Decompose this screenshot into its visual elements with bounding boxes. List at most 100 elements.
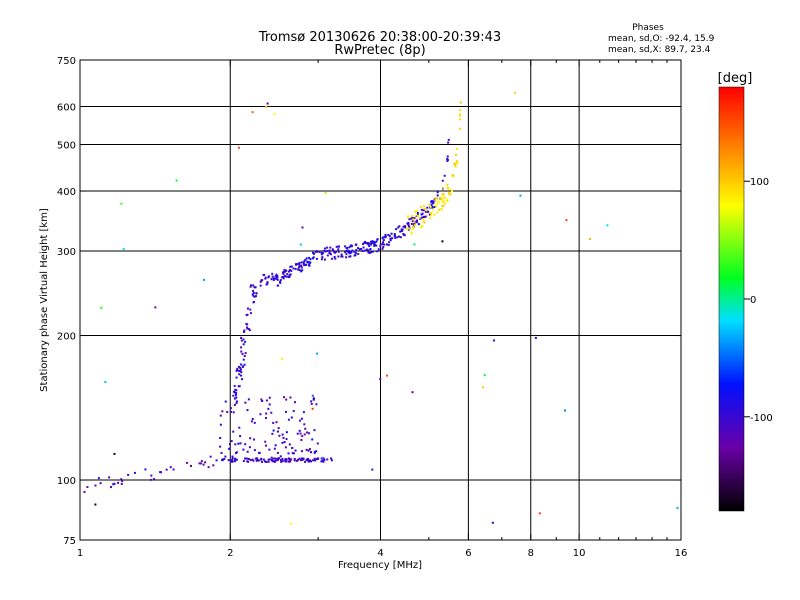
- data-point: [371, 241, 374, 244]
- data-point: [238, 373, 241, 376]
- noise-point: [588, 237, 591, 240]
- data-point: [321, 252, 324, 255]
- data-point: [289, 273, 292, 276]
- data-point: [202, 463, 205, 466]
- data-point: [144, 468, 147, 471]
- data-point: [260, 457, 263, 460]
- data-point: [165, 468, 168, 471]
- data-point: [273, 277, 276, 280]
- data-point: [397, 226, 400, 229]
- data-point: [246, 307, 249, 310]
- data-point: [360, 248, 363, 251]
- data-point: [399, 236, 402, 239]
- data-point: [448, 192, 451, 195]
- data-point: [285, 275, 288, 278]
- noise-point: [266, 102, 269, 105]
- data-point: [246, 409, 249, 412]
- data-point: [384, 236, 387, 239]
- data-point: [278, 434, 281, 437]
- data-point: [407, 216, 410, 219]
- data-point: [277, 457, 280, 460]
- data-point: [337, 250, 340, 253]
- data-point: [383, 243, 386, 246]
- data-point: [414, 223, 417, 226]
- data-point: [293, 401, 296, 404]
- data-point: [264, 440, 267, 443]
- data-point: [398, 235, 401, 238]
- data-point: [353, 254, 356, 257]
- data-point: [406, 222, 409, 225]
- data-point: [207, 466, 210, 469]
- data-point: [268, 448, 271, 451]
- data-point: [303, 423, 306, 426]
- data-point: [235, 389, 238, 392]
- data-point: [303, 260, 306, 263]
- data-point: [302, 261, 305, 264]
- data-point: [326, 249, 329, 252]
- data-point: [365, 248, 368, 251]
- data-point: [455, 160, 458, 163]
- data-point: [301, 458, 304, 461]
- data-point: [235, 400, 238, 403]
- data-point: [355, 249, 358, 252]
- data-point: [345, 249, 348, 252]
- data-point: [113, 482, 116, 485]
- data-point: [272, 460, 275, 463]
- data-point: [239, 370, 242, 373]
- data-point: [345, 256, 348, 259]
- data-point: [310, 451, 313, 454]
- data-point: [362, 246, 365, 249]
- data-point: [283, 396, 286, 399]
- data-point: [275, 274, 278, 277]
- data-point: [234, 443, 237, 446]
- data-point: [236, 367, 239, 370]
- data-point: [215, 459, 218, 462]
- data-point: [283, 441, 286, 444]
- data-point: [302, 411, 305, 414]
- data-point: [315, 403, 318, 406]
- data-point: [373, 242, 376, 245]
- data-point: [411, 216, 414, 219]
- data-point: [259, 284, 262, 287]
- data-point: [249, 285, 252, 288]
- data-point: [253, 421, 256, 424]
- noise-point: [482, 386, 485, 389]
- data-point: [290, 269, 293, 272]
- noise-point: [371, 468, 374, 471]
- data-point: [407, 228, 410, 231]
- data-point: [219, 414, 222, 417]
- data-point: [246, 313, 249, 316]
- data-point: [305, 459, 308, 462]
- data-point: [442, 186, 445, 189]
- data-point: [244, 401, 247, 404]
- data-point: [240, 350, 243, 353]
- data-point: [357, 252, 360, 255]
- data-point: [349, 252, 352, 255]
- data-point: [441, 205, 444, 208]
- data-point: [414, 214, 417, 217]
- data-point: [160, 471, 163, 474]
- data-point: [326, 458, 329, 461]
- data-point: [454, 165, 457, 168]
- data-point: [237, 385, 240, 388]
- data-point: [267, 407, 270, 410]
- data-point: [415, 221, 418, 224]
- data-point: [282, 436, 285, 439]
- data-point: [286, 273, 289, 276]
- data-point: [420, 224, 423, 227]
- data-point: [255, 457, 258, 460]
- data-point: [340, 253, 343, 256]
- grid-lines: [80, 60, 681, 540]
- data-point: [287, 275, 290, 278]
- data-point: [235, 396, 238, 399]
- data-point: [438, 200, 441, 203]
- noise-point: [513, 91, 516, 94]
- data-point: [302, 457, 305, 460]
- data-point: [252, 294, 255, 297]
- data-point: [381, 241, 384, 244]
- data-point: [94, 484, 97, 487]
- data-point: [265, 461, 268, 464]
- data-point: [272, 429, 275, 432]
- noise-point: [237, 146, 240, 149]
- data-point: [323, 249, 326, 252]
